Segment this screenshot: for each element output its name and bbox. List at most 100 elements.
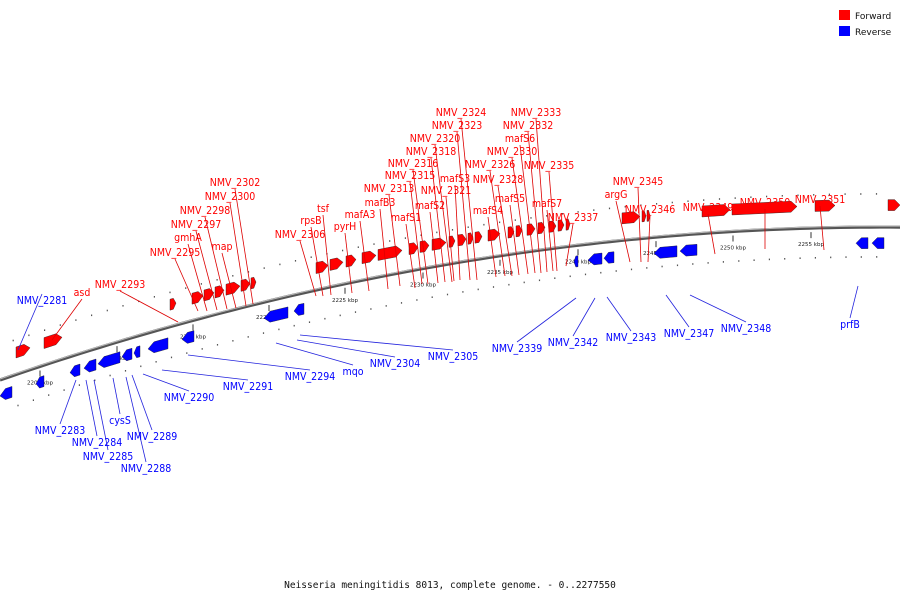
forward-gene-label[interactable]: NMV_2321 bbox=[421, 185, 471, 197]
forward-gene-label[interactable]: NMV_2346 bbox=[625, 204, 675, 216]
forward-gene-label[interactable]: NMV_2337 bbox=[548, 212, 598, 224]
reverse-gene-label[interactable]: NMV_2342 bbox=[548, 337, 598, 349]
forward-gene-arrow[interactable] bbox=[731, 200, 798, 216]
forward-gene-arrow[interactable] bbox=[621, 211, 641, 225]
reverse-gene-arrow[interactable] bbox=[97, 351, 121, 368]
forward-gene-arrow[interactable] bbox=[214, 285, 225, 299]
reverse-gene-label[interactable]: NMV_2304 bbox=[370, 358, 420, 370]
reverse-gene-arrow[interactable] bbox=[573, 255, 579, 268]
forward-gene-label[interactable]: pyrH bbox=[334, 221, 357, 233]
forward-gene-label[interactable]: map bbox=[212, 241, 233, 253]
forward-gene-label[interactable]: NMV_2349 bbox=[683, 202, 733, 214]
reverse-gene-arrow[interactable] bbox=[587, 252, 603, 266]
forward-gene-label[interactable]: NMV_2323 bbox=[432, 120, 482, 132]
forward-gene-label[interactable]: mafS6 bbox=[505, 133, 535, 145]
reverse-gene-label[interactable]: NMV_2339 bbox=[492, 343, 542, 355]
reverse-gene-label[interactable]: NMV_2289 bbox=[127, 431, 177, 443]
forward-gene-arrow[interactable] bbox=[887, 199, 900, 211]
forward-gene-arrow[interactable] bbox=[361, 250, 377, 264]
forward-gene-label[interactable]: NMV_2333 bbox=[511, 107, 561, 119]
forward-gene-label[interactable]: mafS5 bbox=[495, 193, 525, 205]
reverse-gene-label[interactable]: NMV_2285 bbox=[83, 451, 133, 463]
forward-gene-label[interactable]: rpsB bbox=[300, 215, 321, 227]
reverse-gene-label[interactable]: NMV_2284 bbox=[72, 437, 122, 449]
reverse-gene-arrow[interactable] bbox=[0, 386, 13, 400]
reverse-gene-arrow[interactable] bbox=[871, 237, 885, 249]
reverse-gene-arrow[interactable] bbox=[147, 337, 169, 354]
reverse-gene-arrow[interactable] bbox=[679, 244, 698, 257]
reverse-gene-label[interactable]: NMV_2291 bbox=[223, 381, 273, 393]
forward-gene-label[interactable]: NMV_2306 bbox=[275, 229, 325, 241]
forward-gene-arrow[interactable] bbox=[419, 240, 430, 253]
forward-gene-arrow[interactable] bbox=[191, 291, 204, 305]
forward-gene-label[interactable]: mafS2 bbox=[415, 200, 445, 212]
forward-gene-label[interactable]: NMV_2345 bbox=[613, 176, 663, 188]
forward-gene-label[interactable]: NMV_2320 bbox=[410, 133, 460, 145]
forward-gene-label[interactable]: NMV_2318 bbox=[406, 146, 456, 158]
forward-gene-label[interactable]: NMV_2326 bbox=[465, 159, 515, 171]
forward-gene-arrow[interactable] bbox=[515, 225, 523, 238]
forward-gene-label[interactable]: NMV_2293 bbox=[95, 279, 145, 291]
forward-gene-arrow[interactable] bbox=[377, 245, 403, 261]
forward-gene-arrow[interactable] bbox=[169, 298, 177, 311]
forward-gene-label[interactable]: NMV_2324 bbox=[436, 107, 486, 119]
reverse-gene-label[interactable]: NMV_2305 bbox=[428, 351, 478, 363]
forward-gene-arrow[interactable] bbox=[250, 276, 257, 290]
reverse-gene-arrow[interactable] bbox=[35, 375, 45, 389]
reverse-gene-arrow[interactable] bbox=[603, 251, 615, 264]
reverse-gene-label[interactable]: NMV_2294 bbox=[285, 371, 335, 383]
forward-gene-label[interactable]: NMV_2335 bbox=[524, 160, 574, 172]
reverse-gene-label[interactable]: NMV_2347 bbox=[664, 328, 714, 340]
forward-gene-label[interactable]: NMV_2295 bbox=[150, 247, 200, 259]
forward-gene-arrow[interactable] bbox=[408, 242, 419, 255]
forward-gene-label[interactable]: tsf bbox=[317, 203, 330, 215]
forward-gene-arrow[interactable] bbox=[467, 232, 474, 245]
forward-gene-label[interactable]: argG bbox=[605, 189, 628, 201]
forward-gene-arrow[interactable] bbox=[203, 288, 215, 302]
forward-gene-arrow[interactable] bbox=[43, 333, 63, 349]
reverse-gene-label[interactable]: NMV_2343 bbox=[606, 332, 656, 344]
forward-gene-label[interactable]: NMV_2300 bbox=[205, 191, 255, 203]
reverse-gene-label[interactable]: NMV_2290 bbox=[164, 392, 214, 404]
reverse-gene-arrow[interactable] bbox=[653, 245, 678, 259]
forward-gene-label[interactable]: NMV_2350 bbox=[740, 197, 790, 209]
forward-gene-label[interactable]: NMV_2313 bbox=[364, 183, 414, 195]
forward-gene-label[interactable]: mafB3 bbox=[365, 197, 396, 209]
forward-gene-label[interactable]: NMV_2351 bbox=[795, 194, 845, 206]
forward-gene-arrow[interactable] bbox=[457, 233, 467, 247]
forward-gene-arrow[interactable] bbox=[641, 210, 647, 223]
forward-gene-label[interactable]: mafS3 bbox=[440, 173, 470, 185]
forward-gene-label[interactable]: NMV_2297 bbox=[171, 219, 221, 231]
forward-gene-label[interactable]: NMV_2316 bbox=[388, 158, 438, 170]
forward-gene-arrow[interactable] bbox=[225, 281, 241, 296]
reverse-gene-label[interactable]: mqo bbox=[343, 366, 364, 378]
reverse-gene-arrow[interactable] bbox=[181, 330, 195, 344]
forward-gene-arrow[interactable] bbox=[431, 237, 447, 251]
forward-gene-arrow[interactable] bbox=[565, 218, 571, 231]
forward-gene-label[interactable]: NMV_2298 bbox=[180, 205, 230, 217]
forward-gene-label[interactable]: gmhA bbox=[174, 232, 202, 244]
reverse-gene-label[interactable]: prfB bbox=[840, 319, 860, 331]
forward-gene-label[interactable]: NMV_2330 bbox=[487, 146, 537, 158]
forward-gene-arrow[interactable] bbox=[315, 260, 329, 274]
reverse-gene-label[interactable]: NMV_2348 bbox=[721, 323, 771, 335]
forward-gene-arrow[interactable] bbox=[474, 231, 483, 244]
forward-gene-arrow[interactable] bbox=[507, 226, 515, 239]
reverse-gene-label[interactable]: NMV_2283 bbox=[35, 425, 85, 437]
forward-gene-label[interactable]: NMV_2332 bbox=[503, 120, 553, 132]
reverse-gene-arrow[interactable] bbox=[133, 345, 141, 359]
reverse-gene-arrow[interactable] bbox=[293, 303, 305, 316]
forward-gene-label[interactable]: NMV_2302 bbox=[210, 177, 260, 189]
forward-gene-arrow[interactable] bbox=[526, 223, 536, 236]
reverse-gene-label[interactable]: cysS bbox=[109, 415, 131, 427]
forward-gene-label[interactable]: mafS7 bbox=[532, 198, 562, 210]
forward-gene-label[interactable]: NMV_2328 bbox=[473, 174, 523, 186]
reverse-gene-arrow[interactable] bbox=[263, 306, 289, 323]
forward-gene-arrow[interactable] bbox=[701, 204, 731, 218]
reverse-gene-label[interactable]: NMV_2281 bbox=[17, 295, 67, 307]
forward-gene-arrow[interactable] bbox=[646, 210, 651, 222]
reverse-gene-arrow[interactable] bbox=[83, 358, 97, 373]
reverse-gene-arrow[interactable] bbox=[69, 363, 81, 378]
forward-gene-label[interactable]: asd bbox=[74, 287, 91, 299]
forward-gene-arrow[interactable] bbox=[329, 257, 344, 271]
